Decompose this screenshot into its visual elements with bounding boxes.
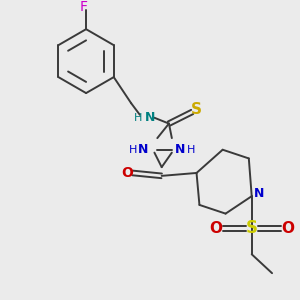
Text: H: H [134,113,142,123]
Text: F: F [79,0,87,14]
Text: O: O [281,220,295,236]
Text: H: H [187,145,195,155]
Text: H: H [128,145,137,155]
Text: N: N [254,187,264,200]
Text: S: S [191,102,202,117]
Text: S: S [246,219,258,237]
Text: O: O [121,166,133,180]
Text: O: O [209,220,222,236]
Text: N: N [138,143,148,156]
Text: N: N [176,143,186,156]
Text: N: N [145,111,155,124]
